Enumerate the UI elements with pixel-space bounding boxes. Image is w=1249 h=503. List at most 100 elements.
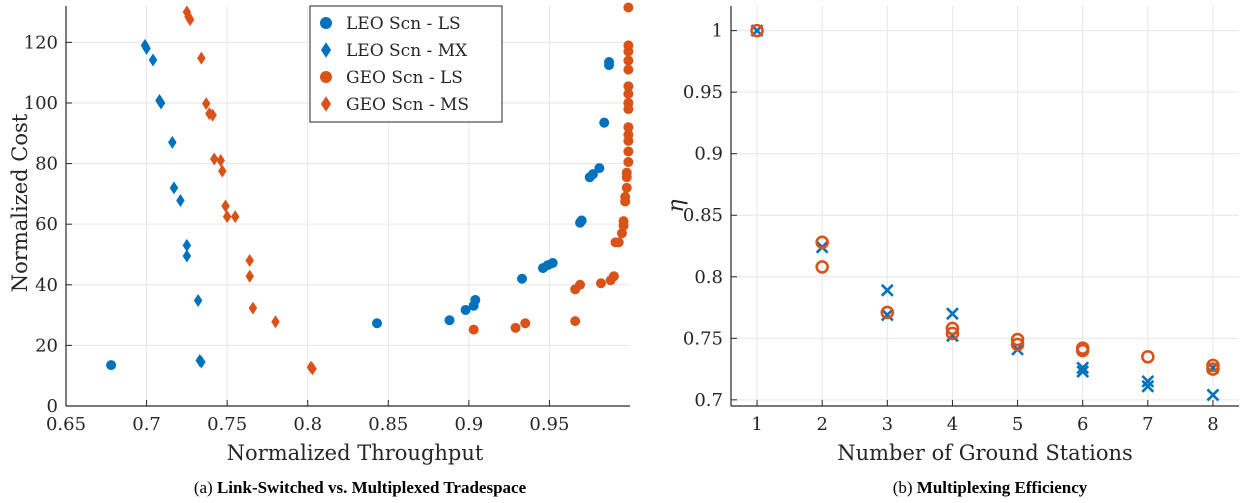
- tradespace-x-tick-label: 0.95: [529, 414, 569, 435]
- efficiency-point-series-2: [880, 305, 895, 320]
- legend-marker: [320, 42, 332, 58]
- legend-marker: [320, 71, 332, 83]
- efficiency-point-series-2: [1010, 337, 1025, 352]
- efficiency-y-tick-label: 1: [712, 21, 723, 42]
- tradespace-point-series-1: [517, 273, 528, 284]
- efficiency-y-axis-label: η: [664, 199, 689, 212]
- efficiency-x-tick-label: 6: [1077, 414, 1088, 435]
- tradespace-point-series-4: [245, 269, 254, 283]
- legend-box: [309, 5, 503, 123]
- tradespace-chart: 0.65 0.7 0.75 0.8 0.85 0.9 0.95 0 20 40 60 80 100 12…: [8, 2, 634, 465]
- efficiency-point-series-1: [880, 283, 894, 297]
- tradespace-point-series-2: [142, 41, 151, 55]
- tradespace-point-series-1: [594, 163, 605, 174]
- tradespace-point-series-1: [444, 315, 455, 326]
- tradespace-point-series-3: [510, 322, 521, 333]
- tradespace-y-tick-label: 0: [47, 396, 58, 417]
- tradespace-axes: [65, 6, 630, 407]
- tradespace-x-tick-label: 0.65: [46, 414, 86, 435]
- legend-entry-label: LEO Scn - LS: [346, 14, 461, 34]
- tradespace-point-series-3: [620, 191, 631, 202]
- tradespace-point-series-4: [222, 210, 232, 224]
- tradespace-point-series-1: [460, 304, 471, 315]
- efficiency-x-tick-label: 2: [816, 414, 827, 435]
- tradespace-point-series-2: [182, 238, 192, 252]
- tradespace-point-series-2: [182, 249, 192, 263]
- efficiency-chart: 1 2 3 4 5 6 7 8 0.7 0.75 0.8 0.85 0.9 0.95 1 Number o…: [664, 6, 1239, 465]
- tradespace-point-series-4: [308, 362, 317, 376]
- tradespace-x-tick-label: 0.75: [207, 414, 247, 435]
- tradespace-point-series-3: [595, 278, 606, 289]
- efficiency-point-series-2: [1206, 362, 1220, 376]
- tradespace-point-series-1: [470, 294, 481, 305]
- tradespace-point-series-2: [168, 135, 177, 149]
- efficiency-point-series-2: [945, 321, 960, 336]
- tradespace-point-series-3: [623, 64, 634, 75]
- tradespace-point-series-3: [623, 122, 634, 133]
- tradespace-point-series-3: [623, 157, 634, 168]
- efficiency-caption: (b) Multiplexing Efficiency: [820, 478, 1160, 498]
- tradespace-point-series-3: [623, 40, 634, 51]
- efficiency-y-tick-label: 0.7: [694, 390, 723, 411]
- tradespace-y-axis-label: Normalized Cost: [8, 113, 32, 292]
- tradespace-point-series-1: [587, 169, 598, 180]
- tradespace-point-series-1: [604, 57, 615, 68]
- tradespace-point-series-4: [230, 210, 240, 224]
- tradespace-point-series-2: [156, 96, 166, 110]
- efficiency-point-series-2: [1010, 332, 1025, 347]
- tradespace-point-series-4: [197, 51, 206, 65]
- tradespace-point-series-4: [185, 13, 195, 27]
- tradespace-point-series-3: [608, 271, 619, 282]
- tradespace-point-series-3: [623, 129, 634, 140]
- tradespace-point-series-1: [106, 360, 117, 371]
- tradespace-x-tick-label: 0.8: [293, 414, 322, 435]
- efficiency-point-series-1: [1141, 374, 1155, 388]
- legend-entry-label: LEO Scn - MX: [346, 41, 468, 61]
- tradespace-point-series-3: [520, 318, 531, 329]
- tradespace-caption-prefix: (a): [193, 478, 213, 497]
- efficiency-point-series-1: [880, 308, 894, 322]
- tradespace-point-series-3: [621, 182, 632, 193]
- tradespace-point-series-3: [613, 237, 624, 248]
- tradespace-y-tick-label: 40: [35, 275, 58, 296]
- tradespace-point-series-3: [570, 316, 581, 327]
- tradespace-point-series-4: [208, 108, 217, 122]
- tradespace-point-series-2: [148, 53, 158, 67]
- efficiency-x-tick-label: 3: [882, 414, 893, 435]
- efficiency-grid: [731, 6, 1239, 406]
- tradespace-legend: LEO Scn - LS LEO Scn - MX GEO Scn - LS GEO …: [309, 5, 503, 123]
- efficiency-point-series-1: [1141, 379, 1155, 393]
- tradespace-x-axis-label: Normalized Throughput: [227, 441, 484, 465]
- tradespace-point-series-3: [623, 55, 634, 66]
- efficiency-x-tick-label: 7: [1142, 414, 1153, 435]
- legend-entry-label: GEO Scn - MS: [346, 95, 469, 115]
- efficiency-y-ticks: 0.7 0.75 0.8 0.85 0.9 0.95 1: [683, 21, 737, 411]
- efficiency-y-tick-label: 0.8: [694, 267, 723, 288]
- tradespace-point-series-4: [218, 164, 227, 178]
- legend-marker: [320, 96, 332, 112]
- efficiency-point-series-1: [1076, 361, 1090, 375]
- tradespace-point-series-4: [210, 152, 219, 166]
- tradespace-y-ticks: 0 20 40 60 80 100 120: [24, 32, 72, 417]
- tradespace-point-series-2: [193, 294, 203, 308]
- efficiency-point-series-2: [945, 326, 960, 341]
- tradespace-point-series-4: [216, 154, 225, 168]
- tradespace-point-series-3: [623, 81, 634, 92]
- tradespace-point-series-4: [221, 199, 230, 213]
- efficiency-point-series-1: [1076, 365, 1090, 378]
- efficiency-point-series-2: [1141, 349, 1155, 364]
- tradespace-y-tick-label: 20: [35, 335, 58, 356]
- efficiency-x-ticks: 1 2 3 4 5 6 7 8: [751, 400, 1219, 435]
- efficiency-x-tick-label: 8: [1207, 414, 1218, 435]
- tradespace-point-series-2: [197, 355, 206, 369]
- tradespace-point-series-4: [271, 315, 280, 329]
- tradespace-point-series-3: [618, 216, 629, 227]
- efficiency-marks: [750, 23, 1220, 402]
- efficiency-caption-prefix: (b): [892, 478, 913, 497]
- tradespace-point-series-1: [547, 257, 558, 268]
- figure-canvas: 0.65 0.7 0.75 0.8 0.85 0.9 0.95 02040608010012…: [8, 2, 1239, 465]
- tradespace-y-tick-label: 60: [35, 214, 58, 235]
- tradespace-point-series-1: [599, 117, 610, 128]
- efficiency-point-series-2: [1075, 343, 1090, 358]
- tradespace-point-series-3: [621, 167, 632, 178]
